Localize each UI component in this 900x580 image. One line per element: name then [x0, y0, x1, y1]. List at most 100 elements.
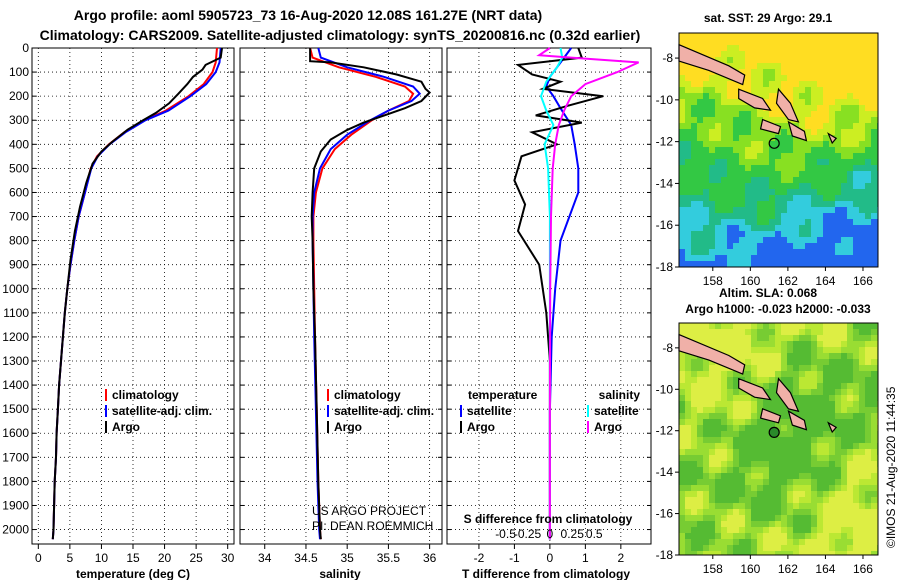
map-cell — [769, 105, 775, 111]
map-cell — [703, 201, 709, 207]
ytick-label: 2000 — [2, 523, 29, 537]
map-cell — [775, 207, 781, 213]
map-cell — [871, 57, 877, 63]
map-cell — [769, 353, 775, 359]
map-cell — [691, 75, 697, 81]
map-cell — [823, 443, 829, 449]
map-cell — [799, 383, 805, 389]
map-cell — [847, 551, 853, 555]
xtick-label: 35 — [341, 551, 355, 565]
map-cell — [811, 461, 817, 467]
map-cell — [721, 129, 727, 135]
map-cell — [769, 231, 775, 237]
map-cell — [841, 159, 847, 165]
map-cell — [805, 551, 811, 555]
map-cell — [715, 443, 721, 449]
map-cell — [763, 243, 769, 249]
map-cell — [871, 207, 877, 213]
map-cell — [727, 213, 733, 219]
map-cell — [691, 165, 697, 171]
map-cell — [709, 365, 715, 371]
map-cell — [757, 383, 763, 389]
map-cell — [715, 479, 721, 485]
map-cell — [775, 261, 781, 267]
legend-satellite-adj: satellite-adj. clim. — [112, 404, 212, 418]
map-cell — [829, 153, 835, 159]
map-cell — [727, 105, 733, 111]
map-cell — [871, 545, 877, 551]
map-cell — [841, 449, 847, 455]
map-cell — [787, 341, 793, 347]
temperature-legend: climatology satellite-adj. clim. Argo — [105, 388, 212, 434]
difference-panel: -2 -1 0 1 2 T difference from climatology S … — [446, 47, 652, 580]
xtick-label: 0 — [35, 551, 42, 565]
map-cell — [799, 39, 805, 45]
map-cell — [817, 135, 823, 141]
map-cell — [871, 413, 877, 419]
map-cell — [775, 177, 781, 183]
map-cell — [805, 189, 811, 195]
map-cell — [775, 365, 781, 371]
map-cell — [799, 413, 805, 419]
map-cell — [793, 515, 799, 521]
map-cell — [679, 419, 685, 425]
map-cell — [811, 437, 817, 443]
map-cell — [691, 425, 697, 431]
map-cell — [703, 491, 709, 497]
map-cell — [835, 75, 841, 81]
map-cell — [799, 377, 805, 383]
map-cell — [823, 123, 829, 129]
map-cell — [841, 401, 847, 407]
map-cell — [685, 87, 691, 93]
map-cell — [823, 341, 829, 347]
map-cell — [715, 219, 721, 225]
map-cell — [721, 87, 727, 93]
map-cell — [781, 225, 787, 231]
map-cell — [745, 219, 751, 225]
map-cell — [799, 509, 805, 515]
map-cell — [865, 497, 871, 503]
map-cell — [829, 515, 835, 521]
map-cell — [757, 87, 763, 93]
map-cell — [745, 231, 751, 237]
map-cell — [685, 455, 691, 461]
map-cell — [823, 51, 829, 57]
map-xtick-label: 166 — [853, 274, 873, 288]
map-cell — [709, 51, 715, 57]
map-cell — [859, 69, 865, 75]
map-cell — [805, 129, 811, 135]
map-cell — [775, 159, 781, 165]
island-shape — [738, 377, 772, 401]
map-cell — [769, 437, 775, 443]
map-cell — [751, 75, 757, 81]
map-cell — [805, 521, 811, 527]
map-cell — [763, 425, 769, 431]
map-cell — [685, 213, 691, 219]
map-cell — [775, 153, 781, 159]
map-cell — [769, 135, 775, 141]
legend-s-satellite: satellite — [594, 404, 639, 418]
map-cell — [721, 111, 727, 117]
map-cell — [769, 389, 775, 395]
map-cell — [823, 479, 829, 485]
map-cell — [775, 455, 781, 461]
map-cell — [745, 159, 751, 165]
map-cell — [709, 225, 715, 231]
map-cell — [751, 39, 757, 45]
map-cell — [835, 485, 841, 491]
map-cell — [775, 147, 781, 153]
map-cell — [703, 249, 709, 255]
map-cell — [763, 497, 769, 503]
map-cell — [733, 177, 739, 183]
map-cell — [739, 395, 745, 401]
map-cell — [805, 165, 811, 171]
map-cell — [733, 425, 739, 431]
map-cell — [817, 141, 823, 147]
map-cell — [823, 33, 829, 39]
map-cell — [787, 159, 793, 165]
map-cell — [751, 147, 757, 153]
map-cell — [871, 431, 877, 437]
map-cell — [685, 545, 691, 551]
map-cell — [853, 437, 859, 443]
